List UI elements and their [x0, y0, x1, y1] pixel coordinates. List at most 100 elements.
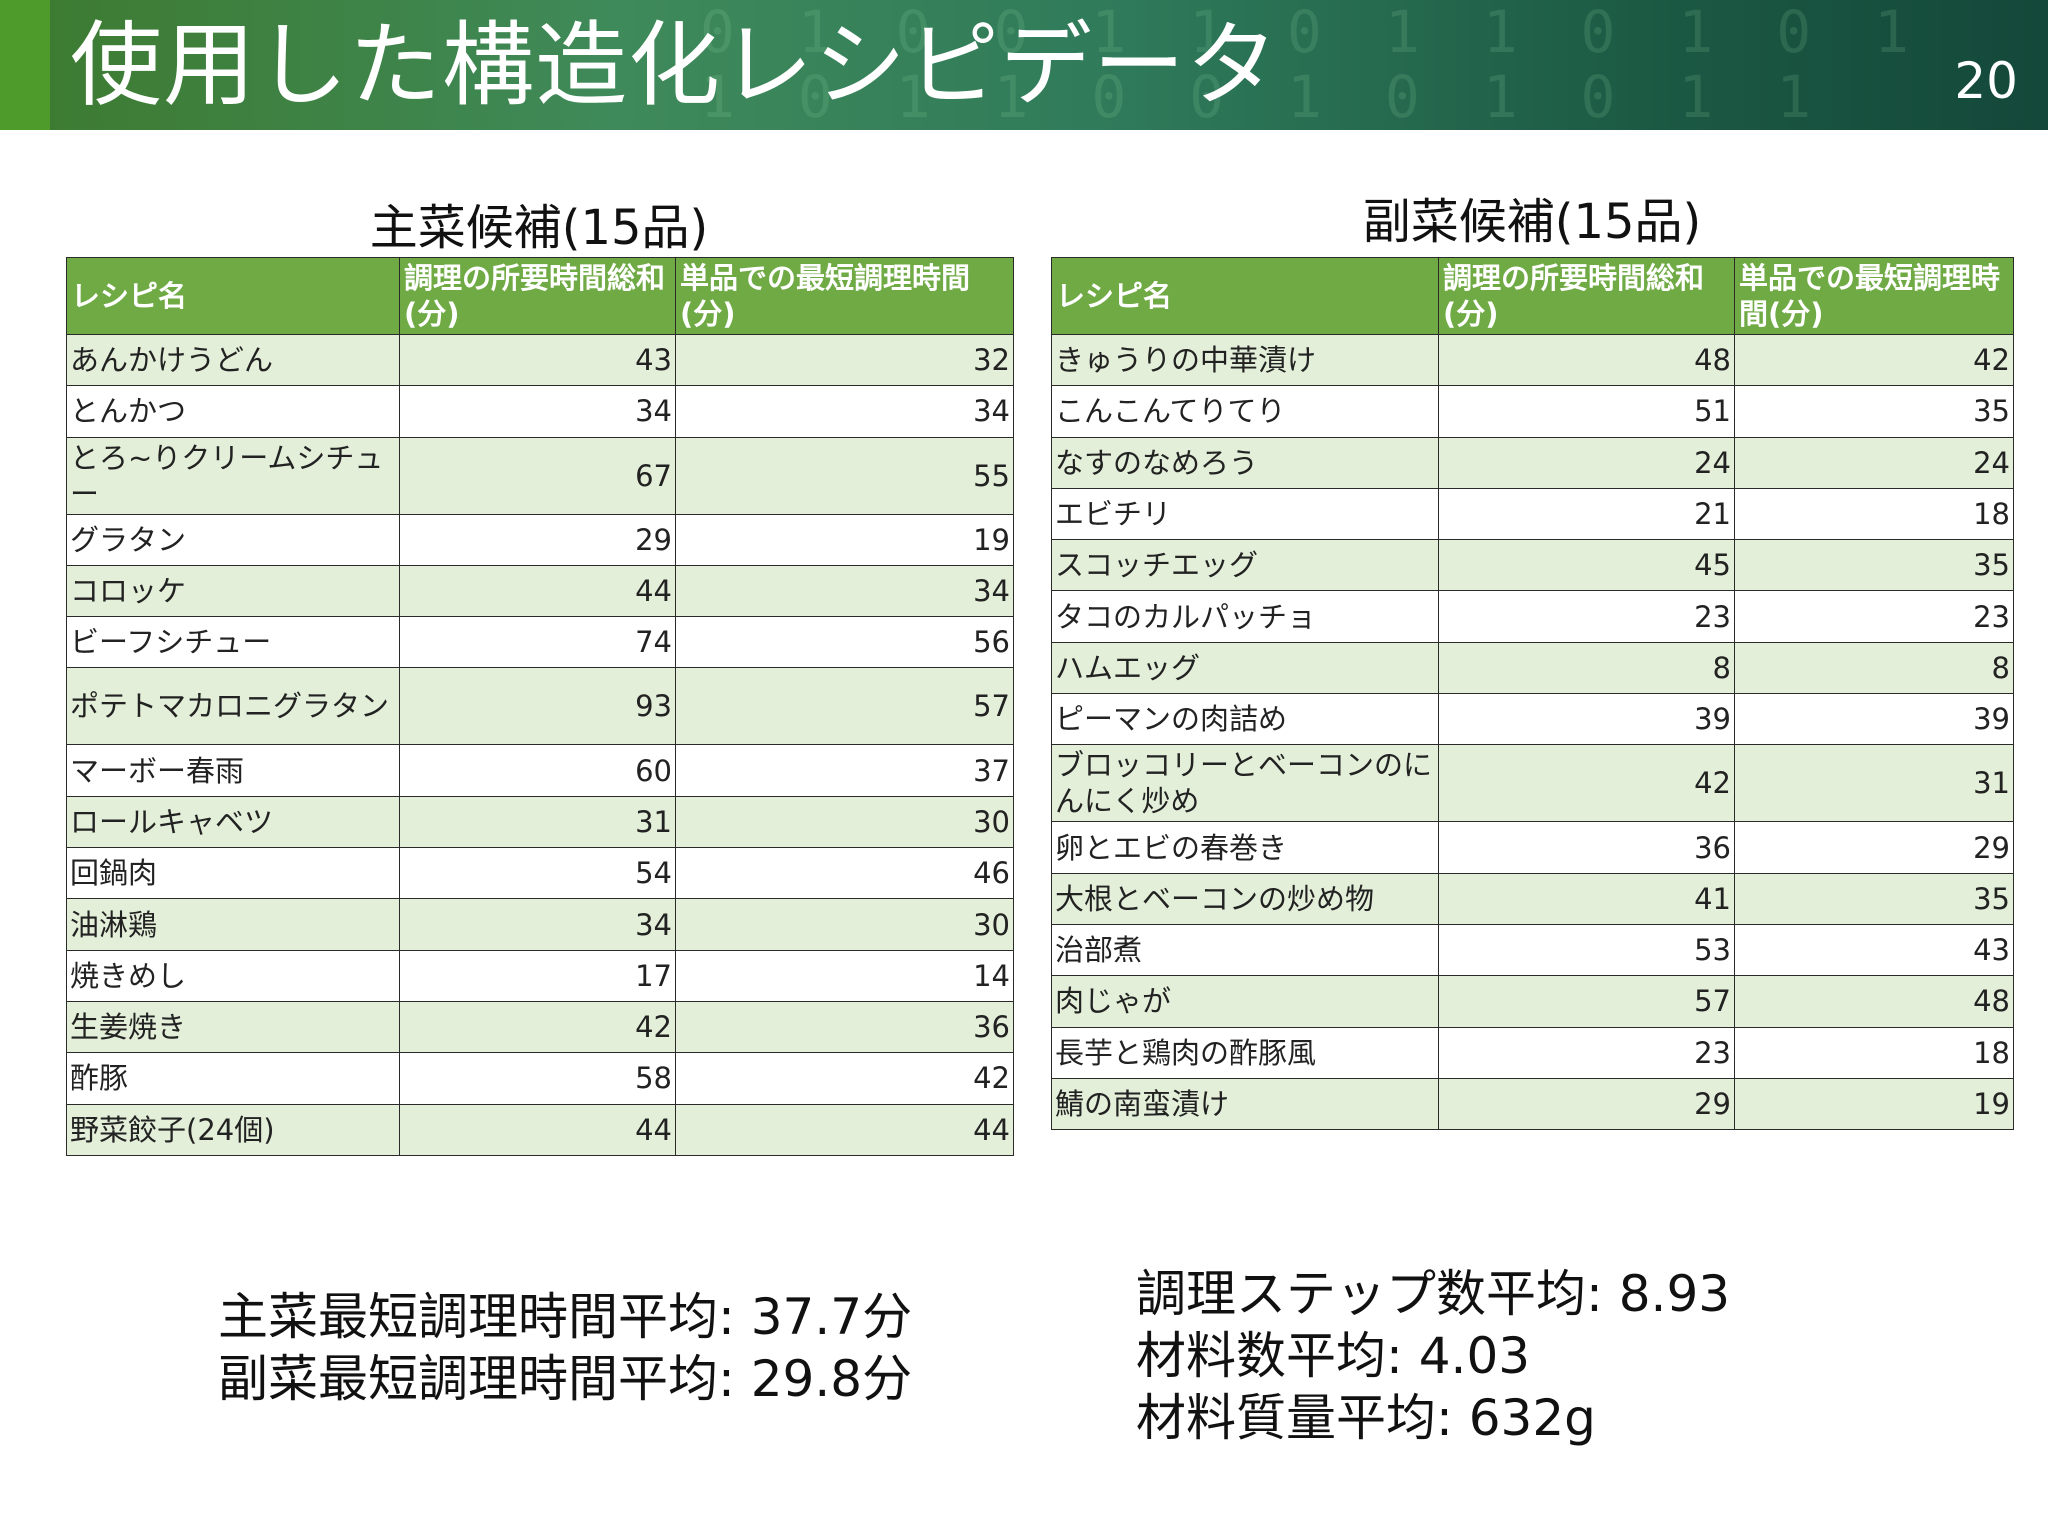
- shortest-time-cell: 43: [1734, 923, 2014, 977]
- recipe-name-cell: マーボー春雨: [66, 744, 400, 797]
- table-row: 酢豚 58 42: [66, 1052, 1014, 1105]
- table-row: あんかけうどん 43 32: [66, 333, 1014, 387]
- table-row: ロールキャベツ 31 30: [66, 795, 1014, 849]
- recipe-name-cell: とんかつ: [66, 385, 400, 438]
- table-row: 油淋鶏 34 30: [66, 898, 1014, 951]
- shortest-time-cell: 19: [675, 513, 1014, 566]
- table-row: グラタン 29 19: [66, 513, 1014, 566]
- shortest-time-cell: 42: [1734, 333, 2014, 387]
- table-row: タコのカルパッチョ 23 23: [1051, 590, 2014, 643]
- column-header-shortest-time: 単品での最短調理時間(分): [675, 257, 1014, 335]
- total-time-cell: 29: [1438, 1077, 1735, 1131]
- main-dishes-title: 主菜候補(15品): [369, 200, 709, 256]
- recipe-name-cell: ビーフシチュー: [66, 616, 400, 669]
- recipe-name-cell: ピーマンの肉詰め: [1051, 693, 1439, 746]
- recipe-name-cell: ハムエッグ: [1051, 641, 1439, 695]
- main-dishes-body: あんかけうどん 43 32 とんかつ 34 34 とろ~りクリームシチュー 67 55 グラタン 2…: [66, 333, 1014, 1156]
- recipe-name-cell: スコッチエッグ: [1051, 539, 1439, 592]
- column-header-total-time: 調理の所要時間総和(分): [1438, 257, 1735, 335]
- shortest-time-cell: 30: [675, 898, 1014, 951]
- table-row: 卵とエビの春巻き 36 29: [1051, 821, 2014, 874]
- total-time-cell: 29: [399, 513, 676, 566]
- recipe-name-cell: グラタン: [66, 513, 400, 566]
- table-row: コロッケ 44 34: [66, 564, 1014, 618]
- shortest-time-cell: 42: [675, 1052, 1014, 1105]
- slide-title: 使用した構造化レシピデータ: [70, 12, 1280, 119]
- recipe-name-cell: 治部煮: [1051, 923, 1439, 977]
- table-row: 肉じゃが 57 48: [1051, 975, 2014, 1028]
- recipe-name-cell: 大根とベーコンの炒め物: [1051, 872, 1439, 925]
- stat-main-shortest-average: 主菜最短調理時間平均: 37.7分: [218, 1288, 913, 1346]
- shortest-time-cell: 55: [675, 436, 1014, 515]
- table-row: とんかつ 34 34: [66, 385, 1014, 438]
- total-time-cell: 34: [399, 385, 676, 438]
- stat-side-shortest-average: 副菜最短調理時間平均: 29.8分: [218, 1350, 913, 1408]
- table-header-row: レシピ名 調理の所要時間総和(分) 単品での最短調理時間(分): [1051, 257, 2014, 335]
- recipe-name-cell: あんかけうどん: [66, 333, 400, 387]
- recipe-name-cell: コロッケ: [66, 564, 400, 618]
- total-time-cell: 23: [1438, 1026, 1735, 1079]
- table-row: マーボー春雨 60 37: [66, 744, 1014, 797]
- shortest-time-cell: 57: [675, 667, 1014, 746]
- table-row: エビチリ 21 18: [1051, 487, 2014, 541]
- main-dishes-table: レシピ名 調理の所要時間総和(分) 単品での最短調理時間(分) あんかけうどん 4…: [66, 257, 1014, 1156]
- shortest-time-cell: 34: [675, 385, 1014, 438]
- total-time-cell: 45: [1438, 539, 1735, 592]
- total-time-cell: 44: [399, 1103, 676, 1156]
- shortest-time-cell: 24: [1734, 436, 2014, 489]
- shortest-time-cell: 46: [675, 847, 1014, 900]
- shortest-time-cell: 35: [1734, 872, 2014, 925]
- table-row: 生姜焼き 42 36: [66, 1000, 1014, 1054]
- shortest-time-cell: 35: [1734, 539, 2014, 592]
- side-dishes-table: レシピ名 調理の所要時間総和(分) 単品での最短調理時間(分) きゅうりの中華漬…: [1051, 257, 2014, 1131]
- table-row: 鯖の南蛮漬け 29 19: [1051, 1077, 2014, 1131]
- total-time-cell: 8: [1438, 641, 1735, 695]
- shortest-time-cell: 23: [1734, 590, 2014, 643]
- table-row: 焼きめし 17 14: [66, 949, 1014, 1002]
- side-dishes-body: きゅうりの中華漬け 48 42 こんこんてりてり 51 35 なすのなめろう 24 24 エビチリ…: [1051, 333, 2014, 1131]
- shortest-time-cell: 19: [1734, 1077, 2014, 1131]
- total-time-cell: 21: [1438, 487, 1735, 541]
- recipe-name-cell: ブロッコリーとベーコンのにんにく炒め: [1051, 744, 1439, 823]
- banner-accent-bar: [0, 0, 50, 130]
- total-time-cell: 57: [1438, 975, 1735, 1028]
- total-time-cell: 74: [399, 616, 676, 669]
- stats-average-times: 主菜最短調理時間平均: 37.7分 副菜最短調理時間平均: 29.8分: [218, 1286, 912, 1410]
- shortest-time-cell: 35: [1734, 385, 2014, 438]
- shortest-time-cell: 18: [1734, 1026, 2014, 1079]
- table-row: 長芋と鶏肉の酢豚風 23 18: [1051, 1026, 2014, 1079]
- shortest-time-cell: 31: [1734, 744, 2014, 823]
- recipe-name-cell: 鯖の南蛮漬け: [1051, 1077, 1439, 1131]
- table-row: とろ~りクリームシチュー 67 55: [66, 436, 1014, 515]
- recipe-name-cell: 焼きめし: [66, 949, 400, 1002]
- shortest-time-cell: 18: [1734, 487, 2014, 541]
- table-row: ポテトマカロニグラタン 93 57: [66, 667, 1014, 746]
- total-time-cell: 93: [399, 667, 676, 746]
- side-dishes-title: 副菜候補(15品): [1362, 194, 1702, 250]
- shortest-time-cell: 48: [1734, 975, 2014, 1028]
- total-time-cell: 44: [399, 564, 676, 618]
- shortest-time-cell: 36: [675, 1000, 1014, 1054]
- total-time-cell: 43: [399, 333, 676, 387]
- total-time-cell: 60: [399, 744, 676, 797]
- column-header-recipe-name: レシピ名: [1051, 257, 1439, 335]
- page-number: 20: [1954, 52, 2018, 110]
- recipe-name-cell: 回鍋肉: [66, 847, 400, 900]
- total-time-cell: 39: [1438, 693, 1735, 746]
- table-row: スコッチエッグ 45 35: [1051, 539, 2014, 592]
- total-time-cell: 51: [1438, 385, 1735, 438]
- table-row: 回鍋肉 54 46: [66, 847, 1014, 900]
- recipe-name-cell: 卵とエビの春巻き: [1051, 821, 1439, 874]
- shortest-time-cell: 29: [1734, 821, 2014, 874]
- recipe-name-cell: なすのなめろう: [1051, 436, 1439, 489]
- total-time-cell: 48: [1438, 333, 1735, 387]
- table-row: ビーフシチュー 74 56: [66, 616, 1014, 669]
- shortest-time-cell: 32: [675, 333, 1014, 387]
- total-time-cell: 36: [1438, 821, 1735, 874]
- shortest-time-cell: 8: [1734, 641, 2014, 695]
- recipe-name-cell: とろ~りクリームシチュー: [66, 436, 400, 515]
- total-time-cell: 42: [1438, 744, 1735, 823]
- table-row: ハムエッグ 8 8: [1051, 641, 2014, 695]
